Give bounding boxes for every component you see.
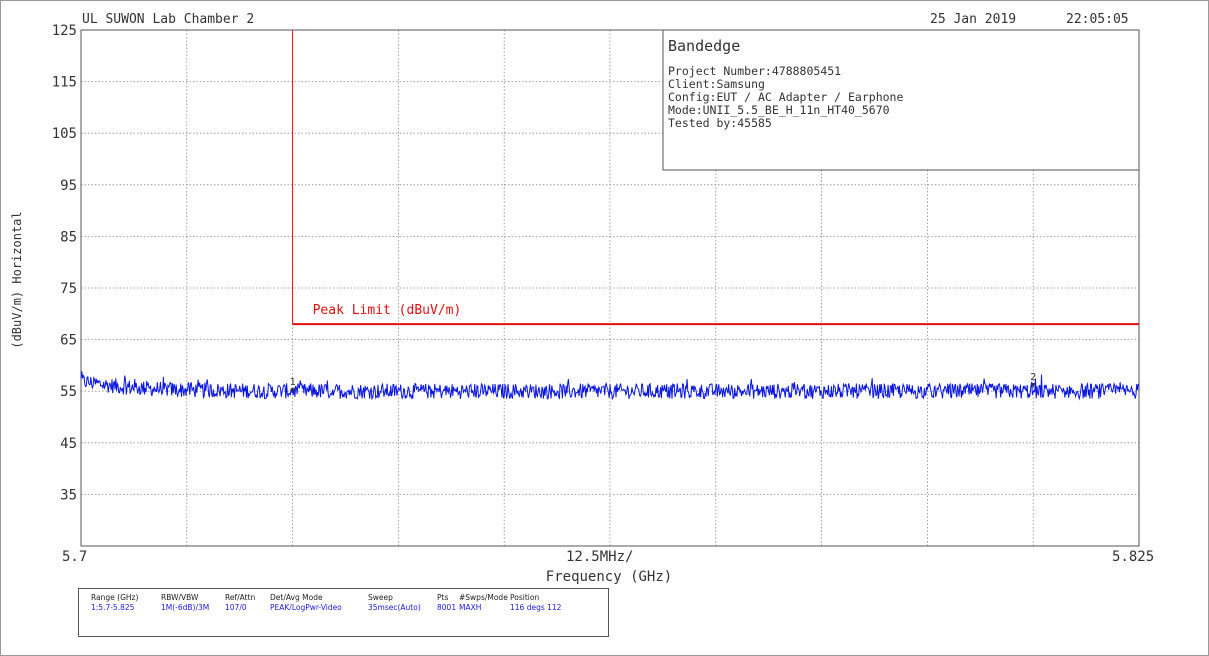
marker-point xyxy=(1031,383,1036,389)
settings-col-pts: Pts 8001 xyxy=(437,593,456,613)
x-tick-start: 5.7 xyxy=(62,549,87,565)
settings-value: 1:5.7-5.825 xyxy=(91,603,135,612)
settings-col-rbw: RBW/VBW 1M(-6dB)/3M xyxy=(161,593,209,613)
header-time: 22:05:05 xyxy=(1066,12,1129,27)
y-tick-label: 105 xyxy=(52,126,77,142)
marker-label: 1 xyxy=(290,377,296,388)
settings-value: MAXH xyxy=(459,603,482,612)
info-line-client: Client:Samsung xyxy=(668,77,765,91)
y-tick-labels: 125 115 105 95 85 75 65 55 45 35 xyxy=(52,23,77,503)
info-box-frame xyxy=(662,29,1140,171)
x-tick-center: 12.5MHz/ xyxy=(566,549,633,565)
settings-header: Sweep xyxy=(368,593,393,602)
settings-value: 107/0 xyxy=(225,603,247,612)
info-box-title: Bandedge xyxy=(668,37,740,55)
settings-header: Ref/Attn xyxy=(225,593,256,602)
y-tick-label: 35 xyxy=(60,487,77,503)
peak-limit-label: Peak Limit (dBuV/m) xyxy=(313,303,462,318)
y-tick-label: 95 xyxy=(60,178,77,194)
settings-value: PEAK/LogPwr-Video xyxy=(270,603,342,612)
x-axis-label: Frequency (GHz) xyxy=(546,569,672,585)
y-tick-label: 115 xyxy=(52,75,77,91)
settings-header: RBW/VBW xyxy=(161,593,199,602)
settings-header: Det/Avg Mode xyxy=(270,593,323,602)
settings-value: 116 degs 112 xyxy=(510,603,562,612)
settings-table: Range (GHz) 1:5.7-5.825 RBW/VBW 1M(-6dB)… xyxy=(78,588,609,637)
settings-col-range: Range (GHz) 1:5.7-5.825 xyxy=(91,593,138,613)
settings-col-swps: #Swps/Mode MAXH xyxy=(459,593,508,613)
plot-area-border xyxy=(80,29,1140,547)
info-line-tested-by: Tested by:45585 xyxy=(668,116,772,130)
settings-header: Range (GHz) xyxy=(91,593,139,602)
settings-col-sweep: Sweep 35msec(Auto) xyxy=(368,593,421,613)
settings-col-det: Det/Avg Mode PEAK/LogPwr-Video xyxy=(270,593,342,613)
settings-header: #Swps/Mode xyxy=(459,593,508,602)
y-tick-label: 65 xyxy=(60,333,77,349)
settings-col-position: Position 116 degs 112 xyxy=(510,593,561,613)
y-tick-label: 75 xyxy=(60,281,77,297)
settings-value: 8001 xyxy=(437,603,457,612)
marker-point xyxy=(290,388,295,394)
settings-value: 35msec(Auto) xyxy=(368,603,421,612)
measurement-trace xyxy=(80,371,1140,401)
y-axis-label: (dBuV/m) Horizontal xyxy=(10,211,24,348)
header-lab: UL SUWON Lab Chamber 2 xyxy=(82,12,254,27)
settings-header: Pts xyxy=(437,593,449,602)
info-box: Bandedge Project Number:4788805451 Clien… xyxy=(662,29,1140,171)
x-tick-end: 5.825 xyxy=(1112,549,1154,565)
y-tick-label: 125 xyxy=(52,23,77,39)
settings-value: 1M(-6dB)/3M xyxy=(161,603,210,612)
info-line-config: Config:EUT / AC Adapter / Earphone xyxy=(668,90,903,104)
marker-label: 2 xyxy=(1030,372,1036,383)
settings-col-ref: Ref/Attn 107/0 xyxy=(225,593,255,613)
info-line-project: Project Number:4788805451 xyxy=(668,64,841,78)
info-line-mode: Mode:UNII_5.5_BE_H_11n_HT40_5670 xyxy=(668,103,890,117)
settings-header: Position xyxy=(510,593,540,602)
header-date: 25 Jan 2019 xyxy=(930,12,1016,27)
y-tick-label: 45 xyxy=(60,436,77,452)
y-tick-label: 85 xyxy=(60,229,77,245)
y-tick-label: 55 xyxy=(60,384,77,400)
